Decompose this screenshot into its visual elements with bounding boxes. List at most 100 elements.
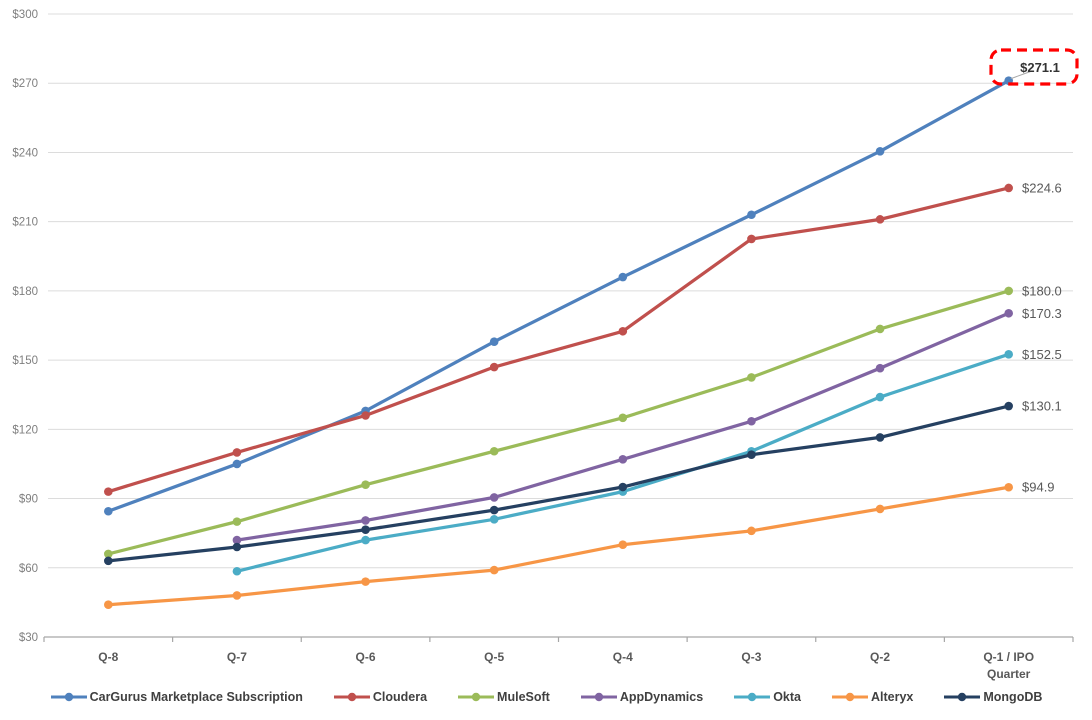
data-point — [618, 540, 628, 550]
legend-marker-icon — [580, 692, 617, 702]
data-point — [875, 504, 885, 514]
end-value-label: $180.0 — [1022, 283, 1062, 298]
y-axis-tick-label: $270 — [12, 78, 38, 90]
data-point — [104, 556, 113, 566]
end-value-label: $152.5 — [1022, 347, 1062, 362]
data-point — [232, 591, 242, 600]
data-point — [489, 446, 499, 456]
legend-marker-icon — [333, 692, 370, 702]
y-axis-tick-label: $180 — [12, 286, 38, 298]
highlighted-end-value-label: $271.1 — [1020, 60, 1060, 75]
legend-item-mongodb: MongoDB — [943, 690, 1042, 704]
data-point — [232, 517, 242, 526]
data-point — [232, 535, 242, 545]
legend-label: Okta — [773, 690, 801, 704]
data-point — [875, 146, 885, 156]
data-point — [875, 392, 885, 402]
highlight-dashed-box — [989, 48, 1079, 86]
data-point — [618, 272, 628, 282]
data-point — [104, 506, 113, 516]
legend-item-mulesoft: MuleSoft — [457, 690, 550, 704]
series-line-mongodb — [106, 404, 1011, 563]
data-point — [1004, 482, 1013, 492]
data-point — [747, 234, 756, 244]
data-point — [618, 482, 628, 492]
series-line-mulesoft — [106, 289, 1011, 556]
data-point — [489, 515, 499, 524]
legend-marker-icon — [944, 692, 981, 702]
chart-legend: CarGurus Marketplace Subscription Clouder… — [0, 684, 1092, 710]
legend-item-cloudera: Cloudera — [333, 690, 427, 704]
legend-marker-icon — [458, 692, 495, 702]
data-point — [489, 337, 499, 346]
legend-marker-icon — [50, 692, 87, 702]
legend-label: MuleSoft — [497, 690, 550, 704]
series-line-cargurus-marketplace-subscription — [106, 79, 1011, 513]
data-point — [747, 210, 756, 220]
y-axis-tick-label: $60 — [19, 563, 38, 575]
data-point — [1004, 183, 1013, 193]
data-point — [232, 566, 242, 576]
y-axis-tick-label: $120 — [12, 424, 38, 436]
legend-item-appdynamics: AppDynamics — [580, 690, 703, 704]
data-point — [875, 324, 885, 334]
data-point — [747, 416, 756, 426]
data-point — [489, 493, 499, 502]
data-point — [747, 526, 756, 536]
data-point — [489, 362, 499, 372]
y-axis-tick-label: $240 — [12, 147, 38, 159]
end-value-label: $94.9 — [1022, 480, 1055, 495]
y-axis-tick-label: $210 — [12, 217, 38, 229]
legend-marker-icon — [831, 692, 868, 702]
legend-label: Alteryx — [870, 690, 914, 704]
data-point — [361, 535, 370, 545]
data-point — [618, 326, 628, 336]
data-point — [747, 450, 756, 460]
y-axis-tick-label: $150 — [12, 355, 38, 367]
y-axis-tick-label: $300 — [12, 9, 38, 21]
data-point — [104, 600, 113, 609]
legend-label: CarGurus Marketplace Subscription — [89, 690, 303, 704]
data-point — [1004, 401, 1013, 411]
data-point — [618, 455, 628, 464]
legend-item-alteryx: Alteryx — [831, 690, 913, 704]
data-point — [361, 577, 370, 586]
x-axis-category-label: Q-7 — [227, 650, 247, 664]
y-axis-tick-label: $30 — [19, 632, 38, 644]
data-point — [875, 433, 885, 442]
series-line-cloudera — [106, 186, 1011, 494]
legend-item-cargurus-marketplace-subscription: CarGurus Marketplace Subscription — [50, 690, 303, 704]
data-point — [232, 542, 242, 552]
data-point — [361, 480, 370, 490]
end-value-label: $224.6 — [1022, 180, 1062, 195]
x-axis-category-label: Q-1 / IPO Quarter — [983, 650, 1034, 681]
data-point — [232, 459, 242, 469]
data-point — [747, 373, 756, 382]
data-point — [361, 525, 370, 535]
data-point — [1004, 286, 1013, 296]
legend-label: Cloudera — [372, 690, 428, 704]
x-axis-category-label: Q-8 — [98, 650, 118, 664]
data-point — [232, 448, 242, 457]
data-point — [1004, 350, 1013, 359]
legend-item-okta: Okta — [733, 690, 801, 704]
y-axis-tick-label: $90 — [19, 494, 38, 506]
data-point — [875, 215, 885, 224]
legend-label: AppDynamics — [619, 690, 704, 704]
callout-leader-line — [1010, 70, 1033, 80]
data-point — [104, 549, 113, 559]
x-axis-category-label: Q-5 — [484, 650, 504, 664]
x-axis-category-label: Q-3 — [741, 650, 761, 664]
end-value-label: $130.1 — [1022, 399, 1062, 414]
data-point — [361, 411, 370, 420]
data-point — [618, 413, 628, 423]
legend-marker-icon — [734, 692, 771, 702]
data-point — [489, 565, 499, 575]
x-axis-category-label: Q-6 — [356, 650, 376, 664]
data-point — [489, 505, 499, 515]
x-axis-category-label: Q-4 — [613, 650, 633, 664]
x-axis-category-label: Q-2 — [870, 650, 890, 664]
legend-label: MongoDB — [983, 690, 1043, 704]
